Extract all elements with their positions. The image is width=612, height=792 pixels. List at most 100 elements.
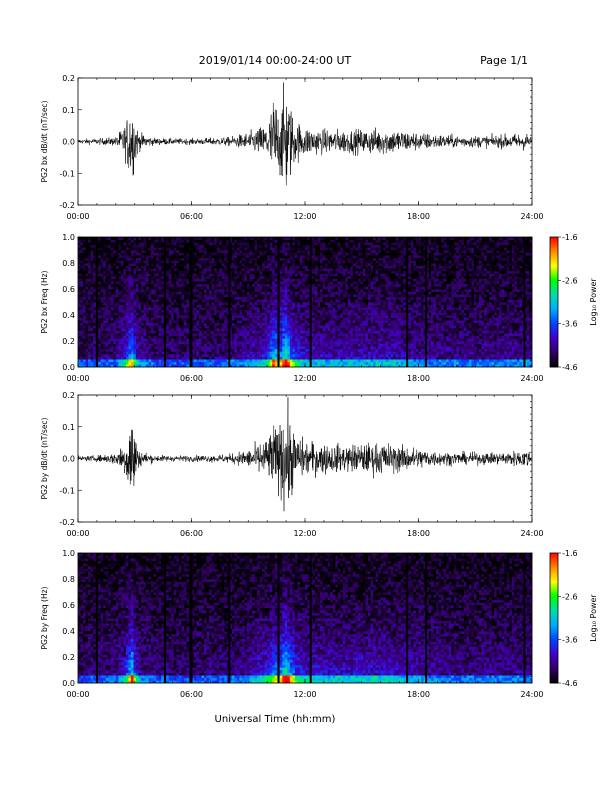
heatmap-cell — [133, 244, 137, 248]
heatmap-cell — [196, 260, 200, 264]
heatmap-cell — [246, 338, 250, 342]
heatmap-cell — [183, 361, 187, 365]
heatmap-cell — [287, 255, 291, 259]
heatmap-cell — [216, 335, 220, 339]
heatmap-cell — [241, 343, 245, 347]
heatmap-cell — [315, 322, 318, 326]
heatmap-cell — [80, 299, 84, 303]
heatmap-cell — [178, 255, 182, 259]
heatmap-cell — [254, 343, 258, 347]
heatmap-cell — [272, 328, 276, 331]
heatmap-cell — [151, 270, 154, 274]
heatmap-cell — [262, 322, 265, 326]
heatmap-cell — [100, 348, 104, 352]
heatmap-cell — [234, 255, 238, 259]
heatmap-cell — [274, 320, 278, 324]
heatmap-cell — [252, 237, 255, 240]
heatmap-cell — [221, 237, 225, 240]
heatmap-cell — [123, 312, 127, 316]
heatmap-cell — [269, 283, 273, 287]
heatmap-cell — [209, 322, 212, 326]
heatmap-cell — [221, 346, 225, 350]
heatmap-cell — [118, 361, 122, 365]
heatmap-cell — [173, 276, 177, 279]
heatmap-cell — [98, 283, 101, 287]
heatmap-cell — [257, 343, 260, 347]
heatmap-cell — [141, 315, 144, 318]
heatmap-cell — [148, 315, 152, 318]
heatmap-cell — [133, 335, 137, 339]
heatmap-cell — [307, 260, 311, 264]
heatmap-cell — [168, 315, 172, 318]
heatmap-cell — [307, 315, 311, 318]
heatmap-cell — [267, 250, 270, 253]
heatmap-cell — [267, 354, 270, 357]
heatmap-cell — [249, 354, 253, 357]
heatmap-cell — [322, 252, 326, 256]
heatmap-cell — [221, 255, 225, 259]
heatmap-cell — [317, 364, 321, 368]
heatmap-cell — [196, 325, 200, 329]
heatmap-cell — [141, 309, 144, 313]
heatmap-cell — [226, 239, 230, 243]
heatmap-cell — [181, 263, 185, 266]
heatmap-cell — [186, 291, 190, 295]
heatmap-cell — [322, 283, 326, 287]
heatmap-cell — [231, 299, 235, 303]
heatmap-cell — [123, 276, 127, 279]
heatmap-cell — [229, 346, 233, 350]
heatmap-cell — [105, 304, 109, 308]
heatmap-cell — [297, 299, 301, 303]
heatmap-cell — [239, 278, 243, 282]
heatmap-cell — [307, 361, 311, 365]
heatmap-cell — [194, 302, 197, 305]
heatmap-cell — [267, 322, 270, 326]
heatmap-cell — [272, 244, 276, 248]
heatmap-cell — [148, 348, 152, 352]
heatmap-cell — [206, 278, 210, 282]
heatmap-cell — [178, 359, 182, 363]
heatmap-cell — [244, 304, 248, 308]
heatmap-cell — [274, 354, 278, 357]
heatmap-cell — [241, 291, 245, 295]
heatmap-cell — [204, 268, 207, 272]
heatmap-cell — [211, 270, 215, 274]
heatmap-cell — [287, 273, 291, 277]
heatmap-cell — [115, 309, 119, 313]
heatmap-cell — [123, 338, 127, 342]
heatmap-cell — [178, 281, 182, 285]
heatmap-cell — [241, 304, 245, 308]
heatmap-cell — [80, 312, 84, 316]
heatmap-cell — [246, 307, 250, 311]
heatmap-cell — [289, 312, 293, 316]
heatmap-cell — [153, 346, 157, 350]
heatmap-cell — [120, 281, 124, 285]
heatmap-cell — [113, 354, 117, 357]
heatmap-cell — [269, 257, 273, 261]
heatmap-cell — [244, 294, 248, 298]
heatmap-cell — [262, 338, 265, 342]
heatmap-cell — [113, 250, 117, 253]
heatmap-cell — [90, 351, 94, 355]
heatmap-cell — [186, 304, 190, 308]
heatmap-cell — [201, 343, 205, 347]
heatmap-cell — [110, 237, 114, 240]
heatmap-cell — [305, 239, 308, 243]
heatmap-cell — [234, 278, 238, 282]
heatmap-cell — [259, 361, 263, 365]
heatmap-cell — [100, 237, 104, 240]
heatmap-cell — [100, 281, 104, 285]
heatmap-cell — [315, 320, 318, 324]
heatmap-cell — [136, 291, 139, 295]
heatmap-cell — [191, 291, 195, 295]
heatmap-cell — [284, 335, 288, 339]
heatmap-cell — [234, 359, 238, 363]
heatmap-cell — [98, 325, 101, 329]
heatmap-cell — [231, 307, 235, 311]
heatmap-cell — [284, 317, 288, 321]
heatmap-cell — [156, 283, 160, 287]
heatmap-cell — [204, 260, 207, 264]
heatmap-cell — [118, 242, 122, 246]
heatmap-cell — [100, 338, 104, 342]
heatmap-cell — [196, 317, 200, 321]
